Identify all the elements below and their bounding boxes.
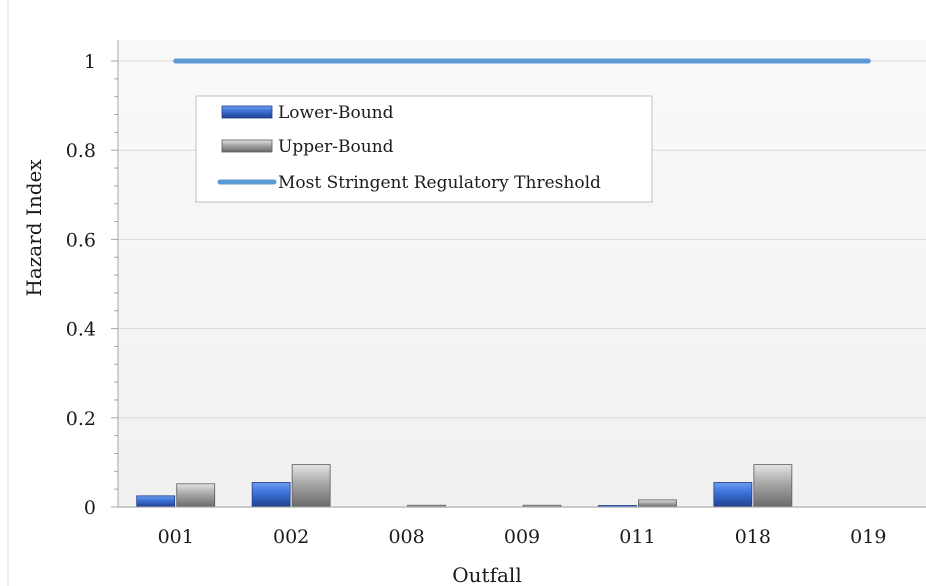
y-axis-title: Hazard Index (22, 159, 46, 297)
bar-lower-bound-002 (251, 482, 291, 508)
x-tick-label: 009 (504, 526, 540, 548)
y-tick-label: 0.6 (66, 229, 96, 251)
x-tick-label: 002 (273, 526, 309, 548)
x-tick-label: 019 (850, 526, 886, 548)
legend-label-lower-bound: Lower-Bound (278, 103, 394, 123)
bar-lower-bound-001 (136, 495, 176, 508)
x-tick-label: 001 (158, 526, 194, 548)
legend-label-threshold: Most Stringent Regulatory Threshold (278, 173, 601, 193)
legend-label-upper-bound: Upper-Bound (278, 137, 394, 157)
x-tick-label: 008 (388, 526, 424, 548)
legend: Lower-Bound Upper-Bound Most Stringent R… (195, 95, 653, 203)
bar-upper-bound-011 (638, 499, 677, 508)
y-tick-label: 0 (84, 497, 96, 519)
legend-swatch-lower-bound (221, 105, 273, 119)
y-tick-label: 0.4 (66, 319, 96, 341)
x-axis-title: Outfall (452, 563, 521, 586)
bar-upper-bound-001 (176, 483, 216, 508)
y-tick-label: 0.2 (66, 408, 96, 430)
legend-swatch-upper-bound (221, 139, 273, 153)
bar-upper-bound-002 (291, 464, 331, 508)
y-tick-label: 0.8 (66, 140, 96, 162)
y-axis: 0 0.2 0.4 0.6 0.8 1 (66, 40, 119, 519)
x-tick-label: 011 (619, 526, 655, 548)
bar-upper-bound-018 (753, 464, 793, 508)
y-tick-label: 1 (84, 51, 96, 73)
x-tick-label: 018 (735, 526, 771, 548)
bar-lower-bound-018 (713, 482, 753, 508)
x-axis: 001 002 008 009 011 018 019 (118, 506, 926, 548)
